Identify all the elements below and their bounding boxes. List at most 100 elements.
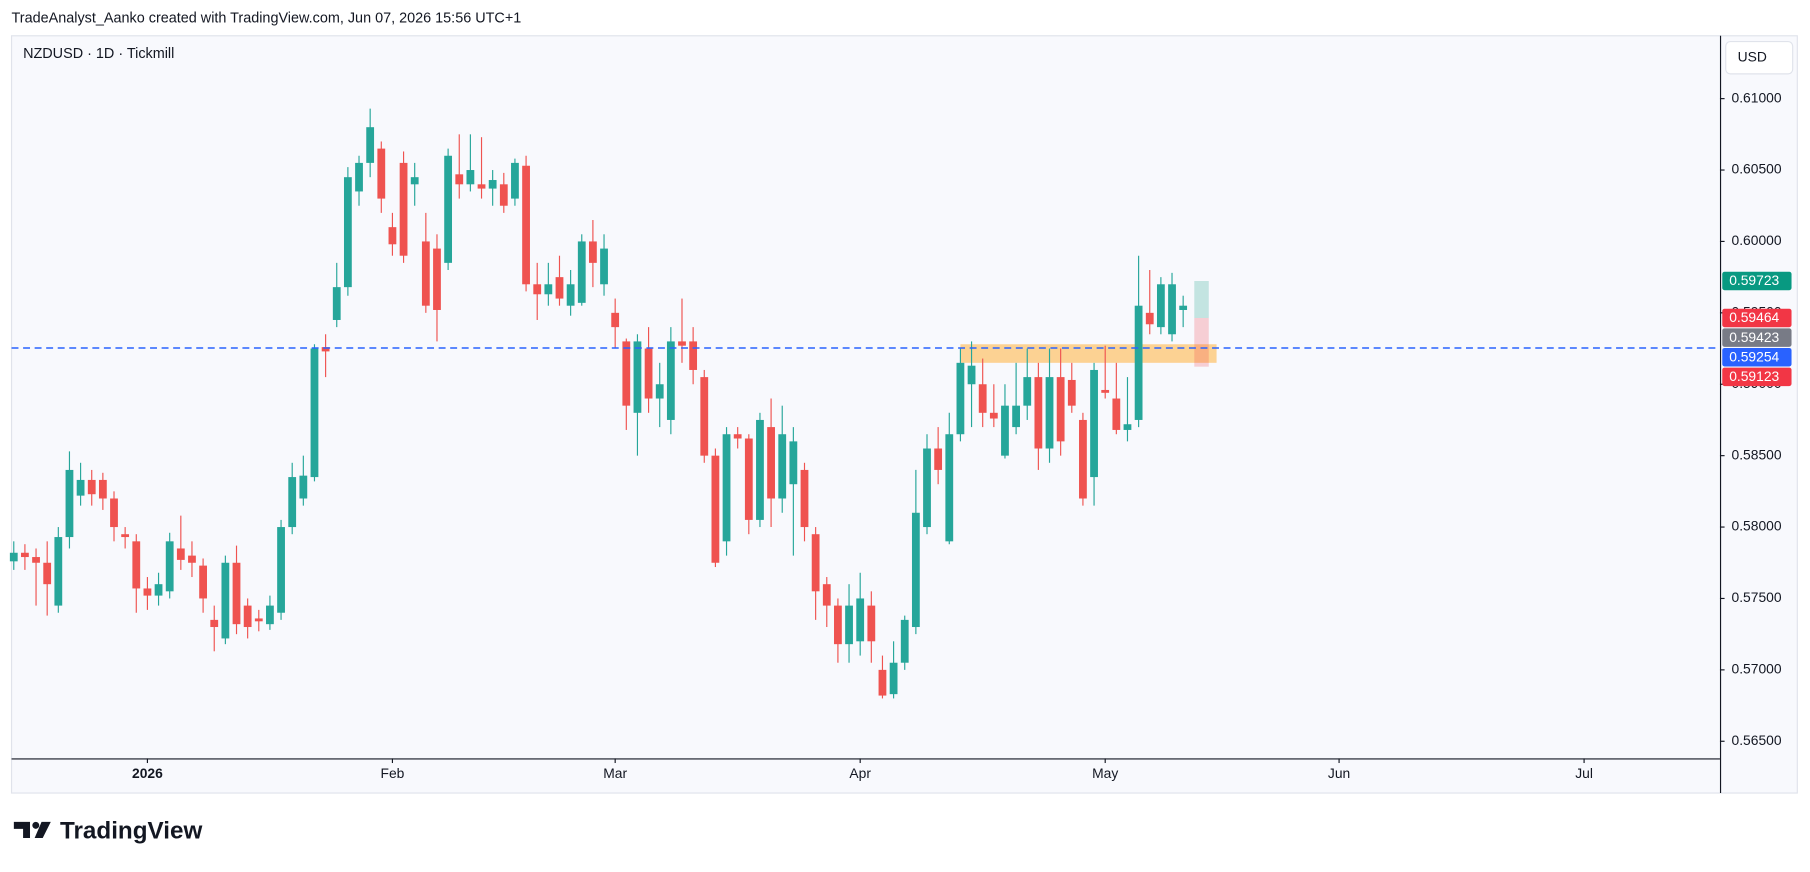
candle-body [366,127,375,163]
candle-body [900,619,909,663]
candle-body [110,498,118,528]
candle-body [1090,369,1098,478]
candle-body [1134,305,1143,420]
candle-body [76,479,85,496]
candle-body [566,284,575,306]
price-label: 0.59723 [1729,272,1779,288]
candle-body [54,537,63,606]
candle-body [956,362,965,435]
x-tick-label: Jul [1575,765,1593,781]
candle-body [522,165,530,285]
logo-text: TradingView [60,818,202,845]
candle-body [588,241,597,263]
candle-body [499,184,508,206]
candle-body [1045,377,1054,449]
candle-body [778,434,787,499]
candle-body [9,552,18,562]
candle-body [689,341,698,370]
candle-body [845,605,853,645]
candle-body [1023,377,1032,406]
candle-body [199,565,207,599]
candle-body [611,312,620,328]
candle-body [644,348,653,399]
candle-body [856,598,865,642]
candle-body [834,605,842,645]
candle-body [132,541,141,589]
candle-body [945,434,954,542]
candle-body [277,527,285,613]
candle-body [1101,389,1110,393]
candle-body [1079,419,1087,499]
candle-body [1123,424,1132,430]
candle-body [32,557,40,563]
candle-body [232,562,241,625]
candle-body [87,479,96,495]
currency-box[interactable] [1725,40,1794,75]
x-tick-label: Feb [380,765,404,781]
candle-body [633,341,642,413]
candle-body [455,174,464,185]
candle-body [355,162,363,192]
candle-body [188,555,196,563]
y-tick-label: 0.58000 [1732,518,1782,534]
candle-body [165,541,174,592]
candle-body [789,441,798,485]
candle-body [1156,284,1165,328]
candle-body [577,241,586,303]
logo-icon [13,821,51,839]
candle-body [477,184,486,189]
candle-body [911,512,920,628]
position-profit [1194,280,1209,318]
candle-body [822,584,831,606]
x-tick-label: Apr [849,765,871,781]
candle-body [210,619,219,628]
candle-body [266,605,274,625]
y-tick-label: 0.57500 [1732,589,1782,605]
candle-body [332,287,341,320]
y-tick-label: 0.57000 [1732,661,1782,677]
candle-body [978,384,987,413]
candle-body [299,475,308,499]
candle-body [733,434,742,439]
candle-body [722,434,731,542]
candle-body [622,341,631,406]
candle-body [410,177,419,185]
price-label-box [1722,271,1792,291]
candle-body [544,284,553,295]
candle-body [310,348,319,478]
candle-body [744,438,753,520]
candle-body [511,162,519,199]
price-label-box [1722,367,1792,387]
candle-body [43,562,52,585]
currency: USD [1738,48,1767,64]
y-tick-label: 0.60500 [1732,161,1782,177]
candle-body [433,248,441,310]
candle-body [399,162,408,256]
candle-body [388,227,397,245]
candle-body [867,605,876,642]
candle-body [1012,405,1021,428]
candle-body [967,365,976,385]
position-loss [1194,317,1209,367]
candle-body [288,477,297,528]
candle-body [21,552,29,558]
candle-body [65,469,74,538]
candle-body [321,347,330,352]
candle-body [466,170,475,185]
candle-body [176,548,185,560]
candle-body [600,248,608,285]
candle-body [878,669,887,696]
price-label-box [1722,328,1792,347]
y-tick-label: 0.61000 [1732,89,1782,105]
candle-body [243,605,252,628]
price-label-box [1722,308,1792,328]
candle-body [254,618,263,622]
candle-body [700,377,709,456]
candle-body [121,534,130,538]
price-label: 0.59123 [1729,368,1779,384]
candle-body [421,241,430,306]
price-label: 0.59464 [1729,309,1779,325]
y-tick-label: 0.58500 [1732,446,1782,462]
